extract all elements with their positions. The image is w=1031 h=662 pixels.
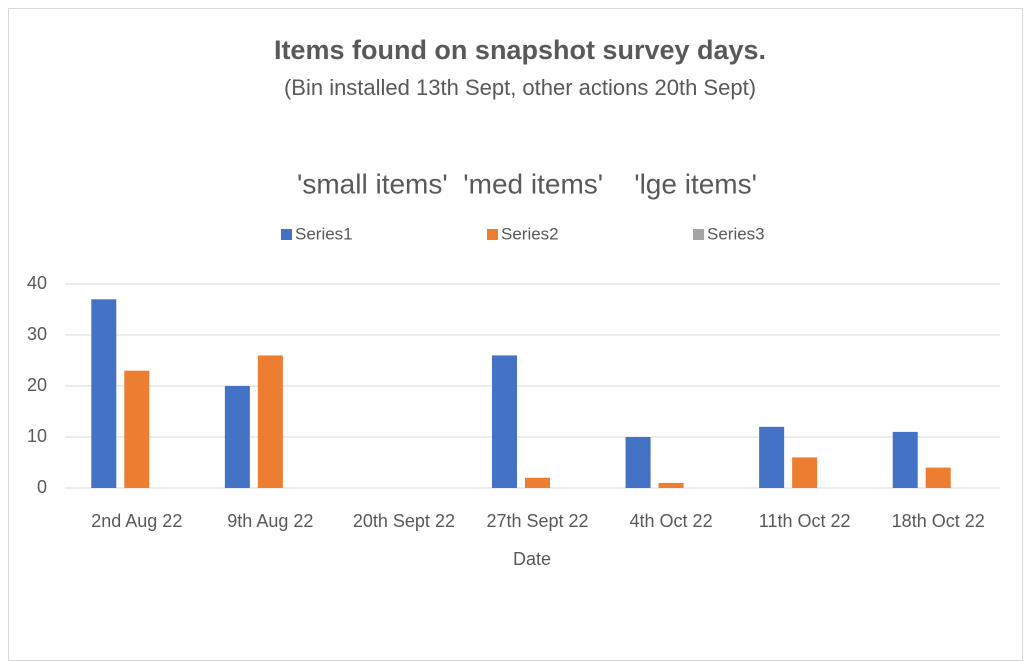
bar [792, 457, 818, 488]
y-tick-label: 10 [27, 426, 47, 446]
y-tick-label: 40 [27, 273, 47, 293]
bar [91, 299, 117, 488]
y-tick-label: 30 [27, 324, 47, 344]
bar [224, 386, 250, 488]
x-tick-label: 27th Sept 22 [486, 511, 588, 531]
y-tick-label: 0 [37, 477, 47, 497]
x-tick-label: 20th Sept 22 [353, 511, 455, 531]
chart-subtitle: (Bin installed 13th Sept, other actions … [284, 75, 756, 100]
x-tick-label: 9th Aug 22 [227, 511, 313, 531]
chart-title: Items found on snapshot survey days. [274, 35, 766, 65]
x-tick-label: 18th Oct 22 [892, 511, 985, 531]
legend-swatch [693, 229, 704, 240]
legend-swatch [487, 229, 498, 240]
bar [625, 437, 651, 488]
legend-label: Series3 [707, 224, 765, 243]
bar [658, 482, 684, 488]
bar [124, 370, 150, 488]
legend-label: Series1 [295, 224, 353, 243]
legend-swatch [281, 229, 292, 240]
bar [525, 477, 550, 488]
y-tick-label: 20 [27, 375, 47, 395]
legend-label: Series2 [501, 224, 559, 243]
bar [492, 355, 517, 488]
bar [892, 431, 918, 488]
annotation: 'small items' 'med items' 'lge items' [297, 168, 757, 199]
bar [257, 355, 283, 488]
x-tick-label: 11th Oct 22 [759, 511, 851, 531]
bar [925, 467, 951, 488]
x-tick-label: 4th Oct 22 [630, 511, 713, 531]
bar [759, 426, 785, 488]
x-axis-label: Date [513, 549, 551, 569]
x-tick-label: 2nd Aug 22 [91, 511, 182, 531]
